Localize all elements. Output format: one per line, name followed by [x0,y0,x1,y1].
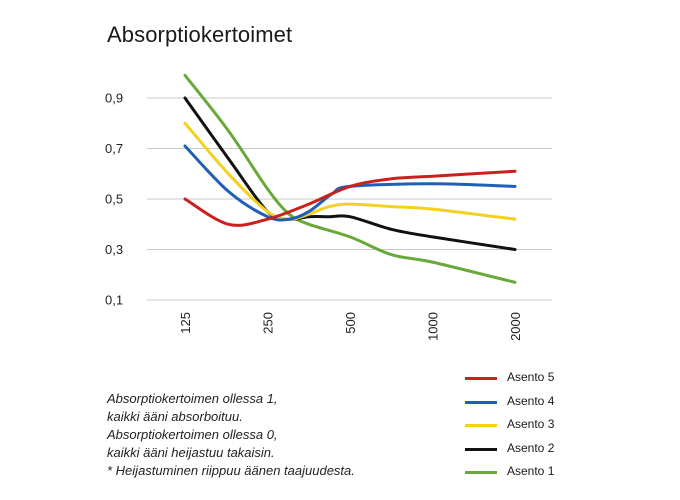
legend-label: Asento 1 [507,464,555,478]
explanation-note: Absorptiokertoimen ollessa 1, kaikki ään… [107,390,355,480]
series-line-asento-4 [183,144,517,222]
y-tick-label: 0,1 [105,293,123,308]
chart-title: Absorptiokertoimet [107,22,293,47]
x-tick-label: 125 [178,312,193,334]
series-line-asento-1 [183,73,517,284]
y-tick-label: 0,3 [105,242,123,257]
series-line-asento-3 [183,121,517,221]
y-tick-label: 0,7 [105,141,123,156]
legend-label: Asento 2 [507,440,555,455]
x-tick-label: 500 [343,312,358,334]
note-line: kaikki ääni absorboituu. [107,409,243,424]
legend-swatch [465,447,497,451]
x-tick-label: 250 [261,312,276,334]
note-line: Absorptiokertoimen ollessa 1, [107,391,278,406]
y-axis-ticks: 0,9 0,7 0,5 0,3 0,1 [105,91,123,308]
note-line: Absorptiokertoimen ollessa 0, [107,427,278,442]
y-tick-label: 0,9 [105,91,123,106]
legend-swatch [465,424,497,427]
series-lines [183,73,517,284]
y-tick-label: 0,5 [105,192,123,207]
legend-swatch [465,400,497,404]
legend-label: Asento 5 [507,370,555,384]
x-axis-ticks: 125 250 500 1000 2000 [178,312,523,341]
gridlines [147,97,552,301]
x-tick-label: 2000 [508,312,523,341]
series-line-asento-2 [183,96,517,251]
note-line: * Heijastuminen riippuu äänen taajuudest… [107,463,355,478]
legend-label: Asento 3 [507,417,555,431]
note-line: kaikki ääni heijastuu takaisin. [107,445,275,460]
legend-swatch [465,471,497,474]
legend-swatch [465,377,497,380]
legend-label: Asento 4 [507,393,555,408]
x-tick-label: 1000 [426,312,441,341]
series-line-asento-5 [183,169,517,227]
